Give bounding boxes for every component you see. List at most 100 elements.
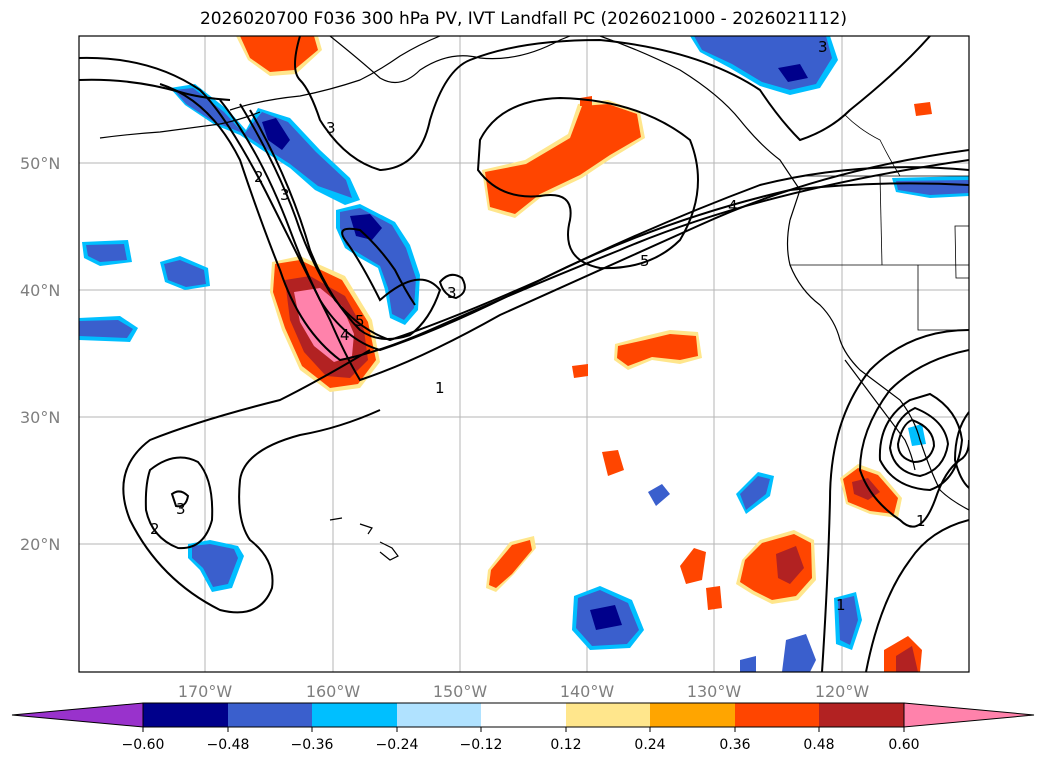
political-borders — [790, 114, 969, 331]
anomaly-region-blue — [192, 544, 238, 587]
contour-label: 3 — [176, 500, 186, 518]
anomaly-region-blue — [740, 656, 756, 672]
colorbar-extend-right — [903, 702, 1035, 728]
contour-line — [438, 273, 466, 300]
anomaly-region-blue — [740, 476, 770, 510]
colorbar-segment — [397, 703, 481, 727]
contour-line — [476, 96, 699, 270]
contour-line — [79, 78, 231, 101]
contour-label: 3 — [818, 38, 828, 56]
anomaly-region-warm — [776, 546, 804, 584]
lat-label: 40°N — [20, 281, 60, 300]
contour-label: 3 — [447, 284, 457, 302]
colorbar-segment — [819, 703, 904, 727]
anomaly-region-warm — [914, 102, 932, 116]
colorbar-label: 0.48 — [803, 737, 834, 753]
anomaly-region-blue — [164, 260, 206, 287]
anomaly-region-blue — [778, 64, 808, 82]
colorbar-label: 0.12 — [550, 737, 581, 753]
anomaly-region-blue — [350, 214, 382, 240]
contour-line — [294, 36, 931, 172]
longitude-labels: 170°W 160°W 150°W 140°W 130°W 120°W — [178, 682, 870, 701]
anomaly-region-warm — [485, 104, 641, 214]
colorbar-label: 0.36 — [719, 737, 750, 753]
anomaly-region-warm — [706, 586, 722, 610]
anomaly-region-blue — [262, 118, 290, 150]
contour-label: 2 — [254, 168, 264, 186]
latitude-labels: 50°N 40°N 30°N 20°N — [20, 154, 60, 554]
positive-anomaly-fills — [236, 36, 932, 672]
contour-label: 4 — [340, 326, 350, 344]
map-frame — [78, 35, 970, 673]
colorbar-frame — [142, 702, 905, 728]
lat-label: 50°N — [20, 154, 60, 173]
lon-label: 130°W — [687, 682, 742, 701]
colorbar-label: −0.60 — [122, 737, 165, 753]
colorbar-label: 0.24 — [634, 737, 665, 753]
contour-line — [953, 411, 969, 489]
contour-line — [249, 109, 442, 340]
contour-label: 1 — [836, 596, 846, 614]
coastline-aleutians — [99, 111, 261, 139]
anomaly-region-blue — [782, 634, 816, 672]
anomaly-region-warm — [680, 548, 706, 584]
contour-labels: 3 2 3 4 5 3 1 4 5 3 2 1 1 3 — [150, 38, 926, 614]
colorbar-segment — [481, 703, 566, 727]
anomaly-region-warm — [572, 364, 588, 378]
contour-label: 1 — [435, 379, 445, 397]
map-panel[interactable]: 3 2 3 4 5 3 1 4 5 3 2 1 1 3 — [79, 36, 969, 672]
colorbar-segment — [650, 703, 735, 727]
contour-label: 3 — [326, 119, 336, 137]
colorbar-extend-left — [11, 702, 144, 728]
coastline-west-us — [786, 219, 969, 511]
coastline-bc — [599, 36, 801, 221]
coastline-hawaii — [329, 517, 399, 561]
colorbar-segment — [228, 703, 312, 727]
colorbar-segment — [735, 703, 819, 727]
colorbar-label: −0.48 — [207, 737, 250, 753]
lat-label: 20°N — [20, 535, 60, 554]
anomaly-region-warm — [896, 646, 918, 672]
lon-label: 160°W — [306, 682, 361, 701]
anomaly-region-blue — [908, 424, 926, 446]
anomaly-region-blue — [86, 244, 127, 262]
anomaly-region-blue — [590, 605, 622, 630]
contour-line — [170, 490, 190, 508]
contour-line — [858, 349, 969, 528]
contour-line — [888, 406, 950, 478]
coastlines — [99, 36, 969, 561]
colorbar-label: −0.36 — [291, 737, 334, 753]
coastline-baja — [844, 359, 916, 471]
contour-line — [79, 56, 969, 382]
contour-label: 1 — [916, 512, 926, 530]
colorbar: −0.60 −0.48 −0.36 −0.24 −0.12 0.12 0.24 … — [11, 702, 1035, 753]
contour-line — [239, 103, 969, 342]
contour-line — [122, 349, 381, 614]
contour-label: 2 — [150, 520, 160, 538]
anomaly-region-warm — [617, 334, 698, 366]
colorbar-segment — [143, 703, 228, 727]
anomaly-region-warm — [489, 540, 532, 588]
contour-line — [219, 99, 969, 352]
pv-contours — [79, 36, 969, 672]
contour-label: 5 — [355, 312, 365, 330]
colorbar-label: −0.24 — [376, 737, 419, 753]
anomaly-region-blue — [648, 484, 670, 506]
contour-label: 4 — [728, 197, 738, 215]
lon-label: 120°W — [815, 682, 870, 701]
lat-label: 30°N — [20, 408, 60, 427]
contour-line — [865, 519, 969, 672]
colorbar-segment — [312, 703, 397, 727]
anomaly-region-blue — [838, 596, 858, 645]
lon-label: 140°W — [560, 682, 615, 701]
map-title: 2026020700 F036 300 hPa PV, IVT Landfall… — [199, 9, 847, 29]
lon-label: 170°W — [178, 682, 233, 701]
anomaly-region-blue — [79, 320, 133, 338]
coastline-alaska — [329, 36, 571, 84]
coastline-alaska — [229, 36, 441, 111]
contour-line — [144, 456, 214, 550]
colorbar-segment — [566, 703, 650, 727]
lon-label: 150°W — [433, 682, 488, 701]
contour-label: 5 — [640, 252, 650, 270]
